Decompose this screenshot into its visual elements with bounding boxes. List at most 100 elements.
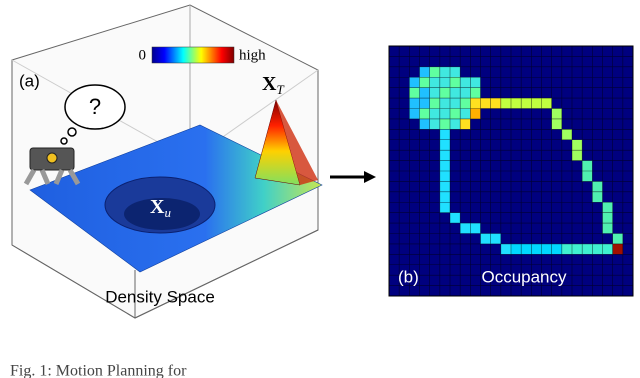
panel-label-b: (b) xyxy=(398,267,419,286)
occupied-cell xyxy=(561,243,572,255)
occupied-cell xyxy=(409,77,420,88)
occupied-cell xyxy=(460,77,471,88)
unsafe-subscript: u xyxy=(164,205,171,220)
occupied-cell xyxy=(541,98,552,109)
occupied-cell xyxy=(439,171,450,182)
occupied-cell xyxy=(439,150,450,161)
panel-title-b: Occupancy xyxy=(481,267,567,286)
occupied-cell xyxy=(450,98,461,109)
panel-label-a: (a) xyxy=(19,71,40,90)
occupied-cell xyxy=(429,98,440,109)
occupied-cell xyxy=(470,77,481,88)
occupied-cell xyxy=(439,202,450,213)
occupied-cell xyxy=(470,108,481,119)
target-symbol: X xyxy=(262,73,277,95)
occupied-cell xyxy=(551,118,562,130)
occupancy-cells xyxy=(409,66,623,255)
colorbar-min: 0 xyxy=(139,47,147,63)
occupied-cell xyxy=(450,87,461,99)
occupied-cell xyxy=(450,77,461,88)
occupied-cell xyxy=(439,160,450,171)
occupied-cell xyxy=(572,139,583,151)
occupied-cell xyxy=(521,243,532,255)
colorbar-max: high xyxy=(239,47,266,63)
occupied-cell xyxy=(419,66,430,78)
occupied-cell xyxy=(409,108,420,119)
occupied-cell xyxy=(612,243,623,255)
occupied-cell xyxy=(439,191,450,203)
occupied-cell xyxy=(511,243,522,255)
colorbar xyxy=(151,46,235,64)
panel-title-a: Density Space xyxy=(105,287,215,306)
occupied-cell xyxy=(500,98,511,109)
occupied-cell xyxy=(429,77,440,88)
occupied-cell xyxy=(531,98,542,109)
occupied-cell xyxy=(612,233,623,244)
occupied-cell xyxy=(439,66,450,78)
arrow xyxy=(330,171,376,183)
occupied-cell xyxy=(419,87,430,99)
occupied-cell xyxy=(511,98,522,109)
occupied-cell xyxy=(602,243,613,255)
occupied-cell xyxy=(551,243,562,255)
occupied-cell xyxy=(572,150,583,161)
occupied-cell xyxy=(541,243,552,255)
occupied-cell xyxy=(592,191,603,203)
occupied-cell xyxy=(480,233,491,244)
occupied-cell xyxy=(439,108,450,119)
occupancy-gridlines xyxy=(389,46,633,296)
occupied-cell xyxy=(439,129,450,140)
occupied-cell xyxy=(429,108,440,119)
occupied-cell xyxy=(582,171,593,182)
occupied-cell xyxy=(551,108,562,119)
occupied-cell xyxy=(429,118,440,130)
occupied-cell xyxy=(439,98,450,109)
occupied-cell xyxy=(419,98,430,109)
occupied-cell xyxy=(602,212,613,224)
occupied-cell xyxy=(572,243,583,255)
occupied-cell xyxy=(490,98,501,109)
occupied-cell xyxy=(439,87,450,99)
occupied-cell xyxy=(490,233,501,244)
unsafe-label: Xu xyxy=(150,196,171,220)
occupied-cell xyxy=(439,118,450,130)
occupied-cell xyxy=(450,66,461,78)
occupied-cell xyxy=(521,98,532,109)
occupied-cell xyxy=(409,98,420,109)
target-subscript: T xyxy=(276,82,284,97)
occupied-cell xyxy=(409,87,420,99)
pit-bottom xyxy=(124,198,200,230)
occupied-cell xyxy=(450,118,461,130)
occupied-cell xyxy=(460,118,471,130)
occupied-cell xyxy=(592,181,603,192)
unsafe-symbol: X xyxy=(150,196,165,218)
occupied-cell xyxy=(470,98,481,109)
occupied-cell xyxy=(419,108,430,119)
occupied-cell xyxy=(429,66,440,78)
target-peak-side xyxy=(276,100,318,185)
occupied-cell xyxy=(419,118,430,130)
occupied-cell xyxy=(592,243,603,255)
occupied-cell xyxy=(582,160,593,171)
occupied-cell xyxy=(500,243,511,255)
occupied-cell xyxy=(439,77,450,88)
thought-bubble xyxy=(60,84,126,145)
occupied-cell xyxy=(531,243,542,255)
caption-text: Fig. 1: Motion Planning for xyxy=(10,363,187,378)
occupied-cell xyxy=(439,181,450,192)
occupied-cell xyxy=(439,139,450,151)
occupied-cell xyxy=(582,243,593,255)
occupied-cell xyxy=(561,129,572,140)
occupied-cell xyxy=(460,87,471,99)
occupied-cell xyxy=(480,98,491,109)
occupied-cell xyxy=(602,202,613,213)
occupied-cell xyxy=(460,223,471,234)
occupied-cell xyxy=(602,223,613,234)
target-label: XT xyxy=(262,73,284,97)
occupied-cell xyxy=(460,108,471,119)
occupied-cell xyxy=(429,87,440,99)
occupied-cell xyxy=(470,223,481,234)
occupied-cell xyxy=(450,212,461,224)
